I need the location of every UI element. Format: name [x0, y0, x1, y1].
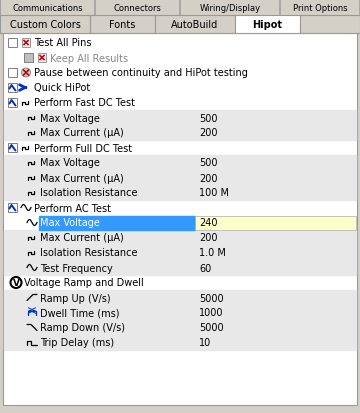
Bar — [8, 84, 17, 93]
Bar — [0, 0, 94, 16]
Bar — [3, 34, 357, 405]
Text: 200: 200 — [199, 233, 217, 243]
Bar — [4, 245, 356, 260]
Text: 200: 200 — [199, 173, 217, 183]
Text: Keep All Results: Keep All Results — [50, 53, 128, 63]
Text: 500: 500 — [199, 158, 217, 168]
Bar — [0, 16, 90, 34]
Text: Isolation Resistance: Isolation Resistance — [40, 248, 138, 258]
Bar — [195, 216, 356, 230]
Bar — [4, 260, 356, 275]
Text: Perform AC Test: Perform AC Test — [34, 203, 111, 213]
Text: Quick HiPot: Quick HiPot — [34, 83, 90, 93]
Bar — [8, 69, 17, 78]
Bar — [4, 156, 356, 171]
Bar — [4, 305, 356, 320]
Text: Pause between continuity and HiPot testing: Pause between continuity and HiPot testi… — [34, 68, 248, 78]
Text: 60: 60 — [199, 263, 211, 273]
Bar — [38, 54, 46, 63]
Bar — [235, 16, 300, 34]
Text: Dwell Time (ms): Dwell Time (ms) — [40, 308, 120, 318]
Bar — [280, 0, 359, 16]
Text: V: V — [13, 278, 19, 287]
Text: 1.0 M: 1.0 M — [199, 248, 226, 258]
Bar — [4, 171, 356, 185]
Bar — [155, 16, 235, 34]
Bar — [4, 126, 356, 141]
Text: Max Current (μA): Max Current (μA) — [40, 173, 124, 183]
Text: Max Voltage: Max Voltage — [40, 218, 100, 228]
Circle shape — [10, 277, 22, 288]
Bar — [8, 39, 17, 48]
Bar — [0, 0, 360, 16]
Text: 5000: 5000 — [199, 323, 224, 333]
Bar — [4, 111, 356, 126]
Bar — [90, 16, 155, 34]
Bar — [8, 99, 17, 108]
Text: Communications: Communications — [12, 3, 83, 12]
Text: 5000: 5000 — [199, 293, 224, 303]
Text: 1000: 1000 — [199, 308, 224, 318]
Text: Ramp Down (V/s): Ramp Down (V/s) — [40, 323, 125, 333]
Text: Fonts: Fonts — [109, 20, 136, 30]
Bar — [4, 290, 356, 305]
Text: Max Voltage: Max Voltage — [40, 113, 100, 123]
Text: Test Frequency: Test Frequency — [40, 263, 113, 273]
Text: Perform Full DC Test: Perform Full DC Test — [34, 143, 132, 153]
Text: 10: 10 — [199, 338, 211, 348]
Bar — [300, 16, 360, 34]
Bar — [8, 144, 17, 153]
Text: Ramp Up (V/s): Ramp Up (V/s) — [40, 293, 111, 303]
Text: Perform Fast DC Test: Perform Fast DC Test — [34, 98, 135, 108]
Text: AutoBuild: AutoBuild — [171, 20, 219, 30]
Text: Max Voltage: Max Voltage — [40, 158, 100, 168]
Text: Test All Pins: Test All Pins — [34, 38, 91, 48]
Text: Wiring/Display: Wiring/Display — [199, 3, 261, 12]
Text: Voltage Ramp and Dwell: Voltage Ramp and Dwell — [24, 278, 144, 288]
Text: Trip Delay (ms): Trip Delay (ms) — [40, 338, 114, 348]
Text: Connectors: Connectors — [113, 3, 161, 12]
Bar — [95, 0, 179, 16]
Bar — [4, 320, 356, 335]
Bar — [22, 39, 30, 48]
Text: 200: 200 — [199, 128, 217, 138]
Text: Hipot: Hipot — [252, 20, 283, 30]
Text: Custom Colors: Custom Colors — [10, 20, 80, 30]
Bar — [4, 230, 356, 245]
Text: 240: 240 — [199, 218, 217, 228]
Bar — [23, 54, 32, 63]
Bar — [8, 204, 17, 212]
Text: 500: 500 — [199, 113, 217, 123]
Text: 100 M: 100 M — [199, 188, 229, 198]
Text: Max Current (μA): Max Current (μA) — [40, 128, 124, 138]
Circle shape — [22, 69, 31, 78]
Bar — [180, 0, 279, 16]
Bar — [4, 185, 356, 201]
Text: Isolation Resistance: Isolation Resistance — [40, 188, 138, 198]
Text: Print Options: Print Options — [293, 3, 347, 12]
Bar — [39, 216, 195, 230]
Text: Max Current (μA): Max Current (μA) — [40, 233, 124, 243]
Bar — [4, 335, 356, 350]
